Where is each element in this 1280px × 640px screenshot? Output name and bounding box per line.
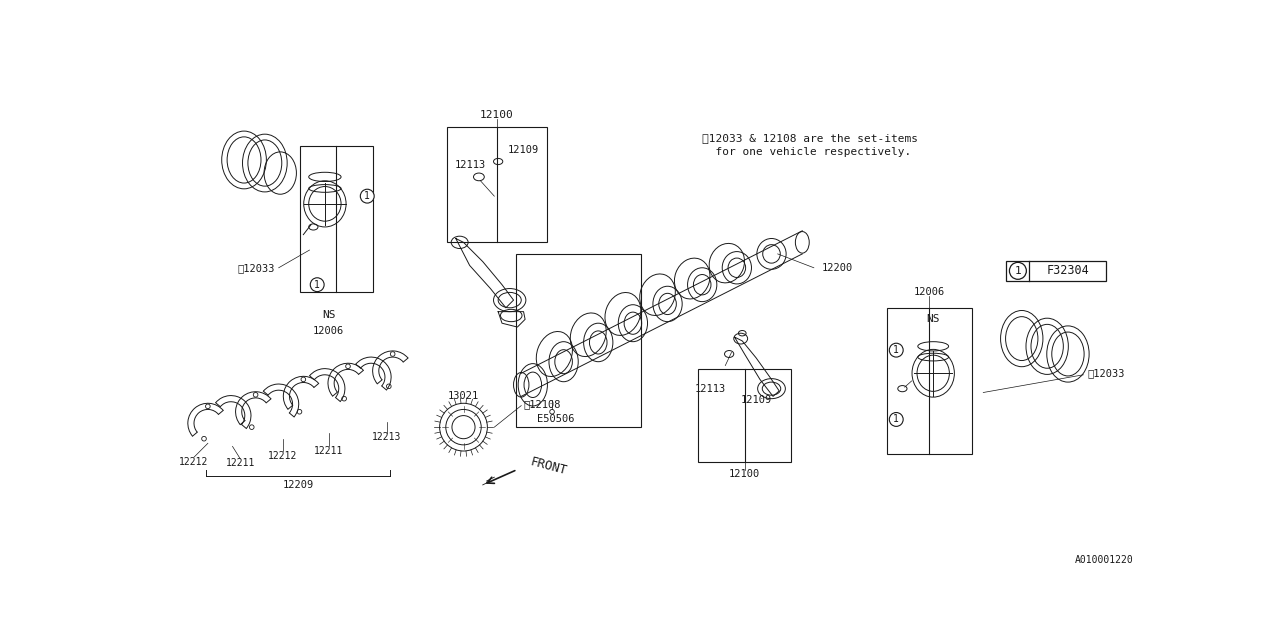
Text: ※12108: ※12108 xyxy=(524,399,561,409)
Text: 1: 1 xyxy=(893,415,899,424)
Circle shape xyxy=(301,377,306,381)
Bar xyxy=(1006,261,1106,281)
Text: NS: NS xyxy=(323,310,335,321)
Circle shape xyxy=(890,413,904,426)
Text: FRONT: FRONT xyxy=(529,455,568,477)
Text: 12113: 12113 xyxy=(454,161,485,170)
Text: 1: 1 xyxy=(1015,266,1021,276)
Text: ※12033: ※12033 xyxy=(1087,368,1125,378)
Text: 13021: 13021 xyxy=(448,391,479,401)
Circle shape xyxy=(390,352,396,356)
Text: 12213: 12213 xyxy=(371,432,401,442)
Circle shape xyxy=(342,396,347,401)
Circle shape xyxy=(310,278,324,292)
Bar xyxy=(447,127,547,243)
Text: A010001220: A010001220 xyxy=(1075,556,1133,565)
Text: for one vehicle respectively.: for one vehicle respectively. xyxy=(703,147,911,157)
Circle shape xyxy=(250,425,253,429)
Circle shape xyxy=(387,384,392,388)
Text: 12006: 12006 xyxy=(314,326,344,336)
Bar xyxy=(699,369,791,462)
Circle shape xyxy=(1010,262,1027,279)
Circle shape xyxy=(346,364,351,369)
Text: 12109: 12109 xyxy=(740,395,772,405)
Text: E50506: E50506 xyxy=(538,415,575,424)
Text: 12211: 12211 xyxy=(225,458,255,468)
Bar xyxy=(516,254,640,427)
Circle shape xyxy=(206,404,210,409)
Circle shape xyxy=(890,343,904,357)
Text: F32304: F32304 xyxy=(1047,264,1089,277)
Text: 12109: 12109 xyxy=(508,145,539,155)
Circle shape xyxy=(549,410,554,414)
Text: 1: 1 xyxy=(893,345,899,355)
Text: 12200: 12200 xyxy=(822,263,852,273)
Bar xyxy=(301,146,374,292)
Text: 12209: 12209 xyxy=(283,480,314,490)
Text: 12100: 12100 xyxy=(728,469,760,479)
Circle shape xyxy=(297,410,302,414)
Text: 12212: 12212 xyxy=(268,451,297,461)
Text: 12113: 12113 xyxy=(694,383,726,394)
Text: ※12033 & 12108 are the set-items: ※12033 & 12108 are the set-items xyxy=(703,133,918,143)
Bar xyxy=(887,308,972,454)
Text: 1: 1 xyxy=(365,191,370,201)
Text: 1: 1 xyxy=(315,280,320,290)
Circle shape xyxy=(361,189,374,203)
Text: 12006: 12006 xyxy=(914,287,945,298)
Text: 12211: 12211 xyxy=(314,446,343,456)
Text: 12100: 12100 xyxy=(480,110,513,120)
Circle shape xyxy=(253,392,257,397)
Text: 12212: 12212 xyxy=(179,457,209,467)
Text: NS: NS xyxy=(927,314,940,324)
Circle shape xyxy=(202,436,206,441)
Text: ※12033: ※12033 xyxy=(237,263,275,273)
